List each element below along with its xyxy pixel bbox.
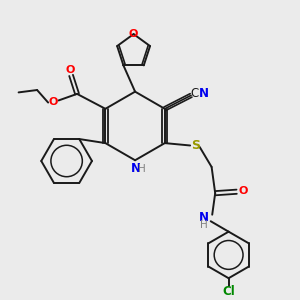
Text: O: O <box>129 29 138 39</box>
Text: O: O <box>238 186 248 196</box>
Text: H: H <box>138 164 146 174</box>
Text: H: H <box>200 220 208 230</box>
Text: O: O <box>48 97 58 107</box>
Text: Cl: Cl <box>222 284 235 298</box>
Text: N: N <box>199 87 208 101</box>
Text: O: O <box>66 65 75 75</box>
Text: N: N <box>199 211 209 224</box>
Text: S: S <box>191 139 200 152</box>
Text: C: C <box>191 87 199 101</box>
Text: N: N <box>131 162 141 175</box>
